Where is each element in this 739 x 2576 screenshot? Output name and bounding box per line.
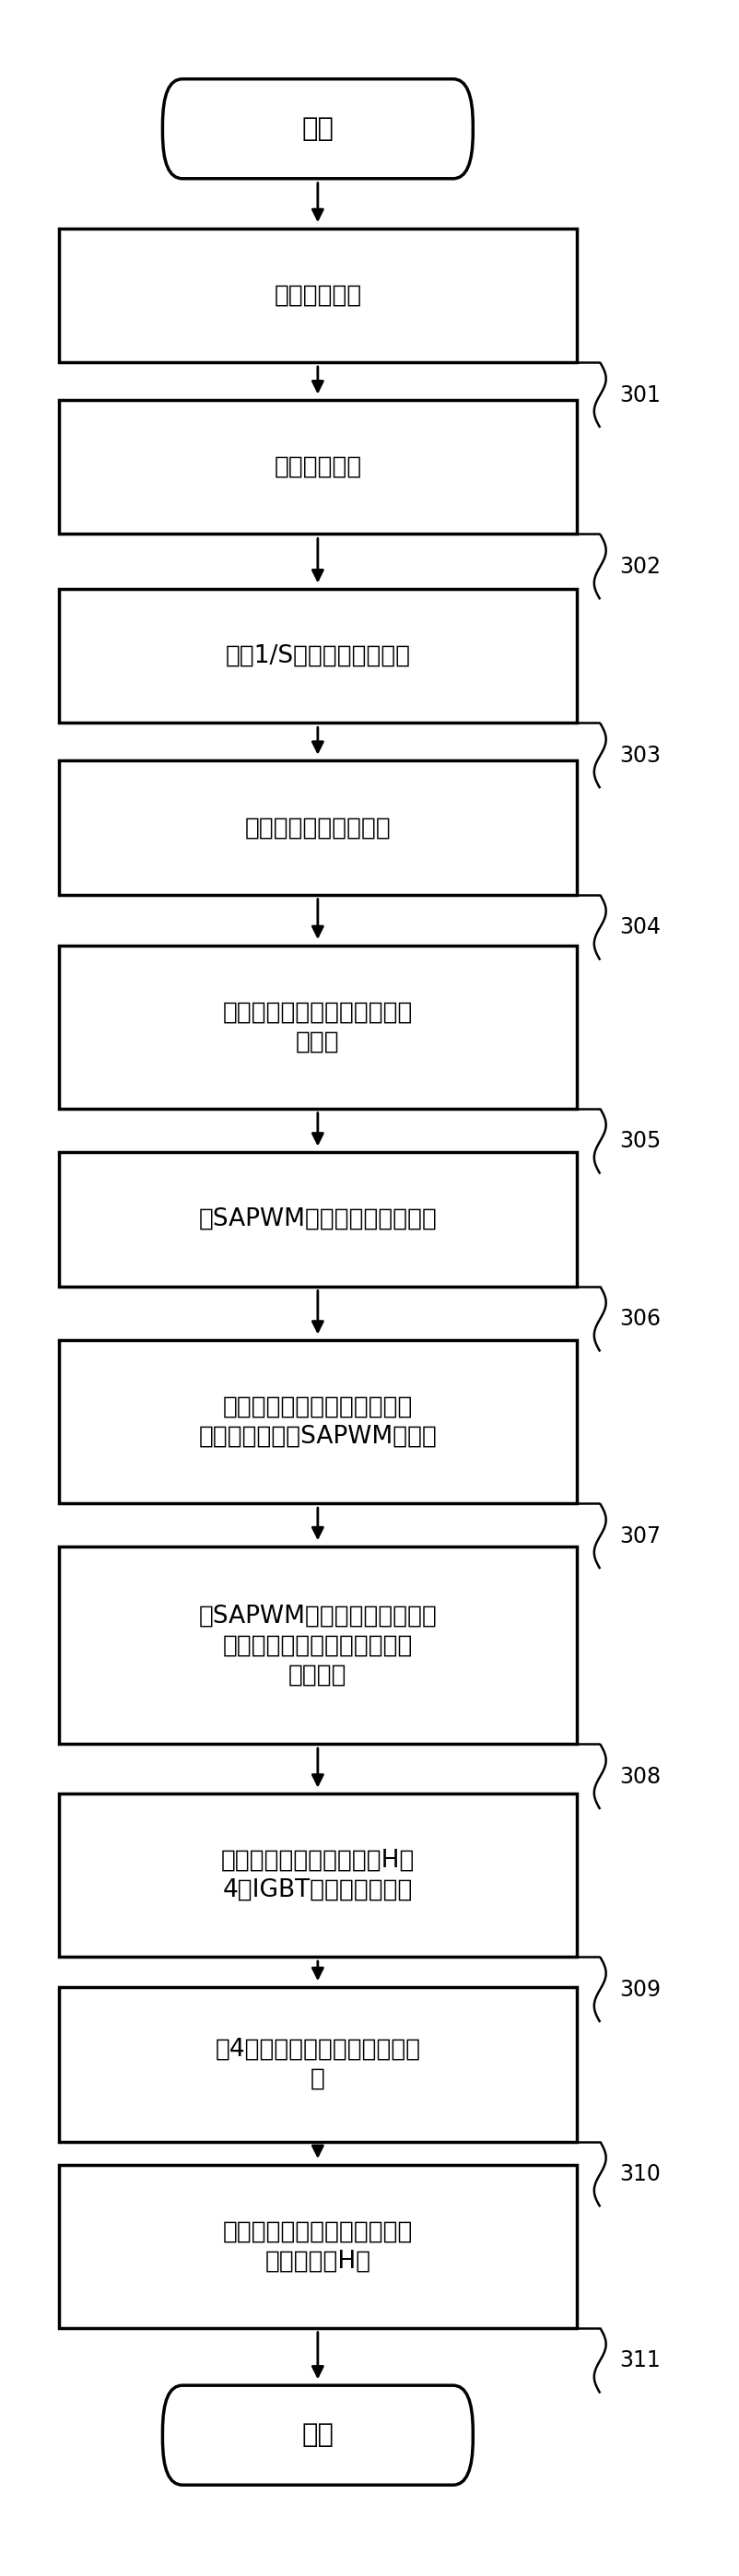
Text: 306: 306 [619, 1309, 661, 1329]
Bar [59, 1151, 576, 1285]
Text: 将基波幅値与查表结果相乘，
得出当前子单元SAPWM调制波: 将基波幅値与查表结果相乘， 得出当前子单元SAPWM调制波 [199, 1396, 437, 1448]
Bar [59, 399, 576, 533]
Text: 301: 301 [619, 384, 661, 407]
Text: 给定主控频率: 给定主控频率 [274, 283, 361, 307]
Text: 计算基波幅値: 计算基波幅値 [274, 456, 361, 479]
Text: 308: 308 [619, 1765, 661, 1788]
Bar [59, 1986, 576, 2141]
Text: 在4个路驱动信号中分别加入死
区: 在4个路驱动信号中分别加入死 区 [215, 2038, 420, 2092]
Bar [59, 590, 576, 724]
Text: 302: 302 [619, 556, 661, 577]
Text: 304: 304 [619, 917, 661, 938]
Bar [59, 2164, 576, 2329]
Text: 查SAPWM表，并输出查表结果: 查SAPWM表，并输出查表结果 [199, 1208, 437, 1231]
Text: 307: 307 [619, 1525, 661, 1548]
Bar [59, 945, 576, 1108]
Text: 进行1/S积分，计算相位角: 进行1/S积分，计算相位角 [225, 644, 410, 667]
Text: 311: 311 [619, 2349, 661, 2372]
Text: 309: 309 [619, 1978, 661, 2002]
Text: 310: 310 [619, 2164, 661, 2184]
Text: 由驱动板提供加入死区的驱动
信号，驱动H桥: 由驱动板提供加入死区的驱动 信号，驱动H桥 [222, 2221, 413, 2272]
Text: 结束: 结束 [302, 2421, 334, 2447]
Bar [59, 1340, 576, 1504]
Bar [59, 1546, 576, 1744]
Text: 对变频器的各个功率子单元进
行移相: 对变频器的各个功率子单元进 行移相 [222, 999, 413, 1054]
Bar [59, 1793, 576, 1958]
FancyBboxPatch shape [163, 2385, 473, 2486]
Text: 计算相位角对应的弧度: 计算相位角对应的弧度 [245, 817, 391, 840]
Bar [59, 760, 576, 894]
Text: 305: 305 [619, 1131, 661, 1151]
Text: 将得到的驱动信号分解为H桥
4个IGBT对应的驱动信号: 将得到的驱动信号分解为H桥 4个IGBT对应的驱动信号 [221, 1850, 415, 1901]
Text: 303: 303 [619, 744, 661, 768]
Bar [59, 229, 576, 363]
Text: 将SAPWM调制波与双极性调制
的三角波进行比较，得出一路
驱动信号: 将SAPWM调制波与双极性调制 的三角波进行比较，得出一路 驱动信号 [199, 1605, 437, 1687]
FancyBboxPatch shape [163, 80, 473, 178]
Text: 开始: 开始 [302, 116, 334, 142]
